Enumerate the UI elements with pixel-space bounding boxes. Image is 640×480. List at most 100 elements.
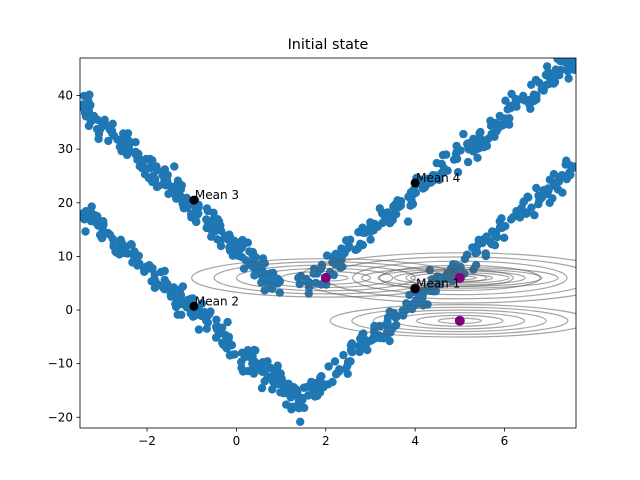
component-center-point	[454, 315, 465, 326]
data-point	[532, 183, 541, 193]
data-point	[512, 207, 521, 216]
data-point	[300, 383, 310, 392]
data-point	[257, 265, 266, 274]
data-point	[549, 170, 559, 179]
data-point	[202, 324, 211, 333]
data-point	[542, 62, 552, 71]
data-point	[197, 299, 207, 308]
y-tick-label: 10	[58, 249, 73, 263]
data-point	[551, 65, 561, 74]
data-point	[220, 341, 229, 350]
x-axis: −2 0 2 4 6	[138, 428, 508, 448]
contour-ellipse	[329, 304, 576, 338]
data-point	[192, 217, 201, 227]
data-point	[531, 75, 541, 85]
contour-ellipse	[298, 252, 576, 304]
data-point	[158, 171, 167, 180]
data-point	[403, 217, 413, 226]
data-point	[148, 156, 157, 165]
data-point	[353, 244, 363, 253]
data-point	[566, 161, 575, 170]
data-point	[530, 211, 539, 220]
data-point	[366, 227, 375, 237]
y-tick-label: 30	[58, 142, 73, 156]
data-point	[212, 315, 221, 324]
data-point	[119, 129, 128, 138]
mean-point	[410, 178, 420, 188]
data-point	[328, 377, 337, 387]
component-center-point	[320, 272, 331, 283]
mean-label: Mean 4	[416, 171, 460, 185]
data-point	[380, 208, 389, 218]
data-point	[152, 162, 161, 171]
data-point	[511, 94, 520, 104]
data-point	[322, 251, 332, 260]
contour-ellipse	[213, 261, 439, 295]
data-point	[81, 227, 90, 236]
mean-point	[189, 301, 199, 311]
data-point	[432, 171, 442, 180]
data-point	[223, 235, 233, 244]
data-point	[223, 317, 232, 327]
data-point	[515, 213, 525, 222]
data-point	[126, 240, 136, 249]
data-point	[243, 346, 253, 355]
data-point	[463, 157, 473, 167]
data-point	[432, 158, 441, 168]
contour-ellipse	[415, 314, 504, 327]
data-point	[171, 191, 180, 200]
data-point	[179, 298, 188, 307]
data-point	[263, 357, 272, 366]
data-point	[355, 347, 364, 357]
data-point	[178, 199, 187, 208]
data-point	[296, 417, 305, 426]
data-point	[479, 235, 488, 244]
data-point	[366, 235, 375, 244]
data-point	[94, 134, 103, 144]
data-point	[442, 150, 451, 159]
data-point	[294, 273, 303, 282]
data-point	[203, 206, 213, 216]
data-point	[279, 389, 288, 398]
gaussian-contours-layer	[191, 252, 576, 338]
data-point	[317, 372, 326, 381]
data-point	[238, 367, 248, 376]
data-point	[104, 136, 113, 146]
x-tick-label: 0	[233, 434, 241, 448]
data-point	[186, 209, 196, 218]
data-point	[392, 312, 401, 322]
y-tick-label: 40	[58, 89, 73, 103]
data-point	[131, 138, 140, 147]
mean-point	[189, 195, 199, 205]
data-point	[109, 239, 119, 248]
data-point	[404, 192, 413, 201]
data-point	[237, 244, 246, 253]
data-point	[205, 310, 214, 319]
data-point	[178, 282, 188, 291]
data-point	[148, 171, 158, 181]
x-tick-label: 2	[322, 434, 330, 448]
data-point	[130, 253, 139, 263]
data-point	[116, 235, 126, 244]
data-point	[366, 220, 375, 229]
data-point	[251, 346, 260, 355]
data-point	[501, 222, 510, 231]
y-tick-label: −20	[48, 410, 73, 424]
data-point	[555, 176, 564, 185]
data-point	[527, 203, 536, 212]
data-point	[341, 364, 350, 374]
data-point	[506, 215, 516, 224]
data-point	[268, 274, 277, 283]
data-point	[354, 228, 363, 237]
mean-point	[410, 284, 420, 294]
mean-labels-layer: Mean 1 Mean 2 Mean 3 Mean 4	[195, 171, 460, 308]
data-point	[134, 155, 143, 164]
data-point	[159, 283, 168, 292]
y-tick-label: −10	[48, 357, 73, 371]
contour-ellipse	[372, 309, 547, 333]
data-point	[501, 96, 510, 105]
data-point	[330, 357, 340, 366]
data-point	[95, 230, 105, 240]
contour-ellipse	[394, 312, 526, 330]
